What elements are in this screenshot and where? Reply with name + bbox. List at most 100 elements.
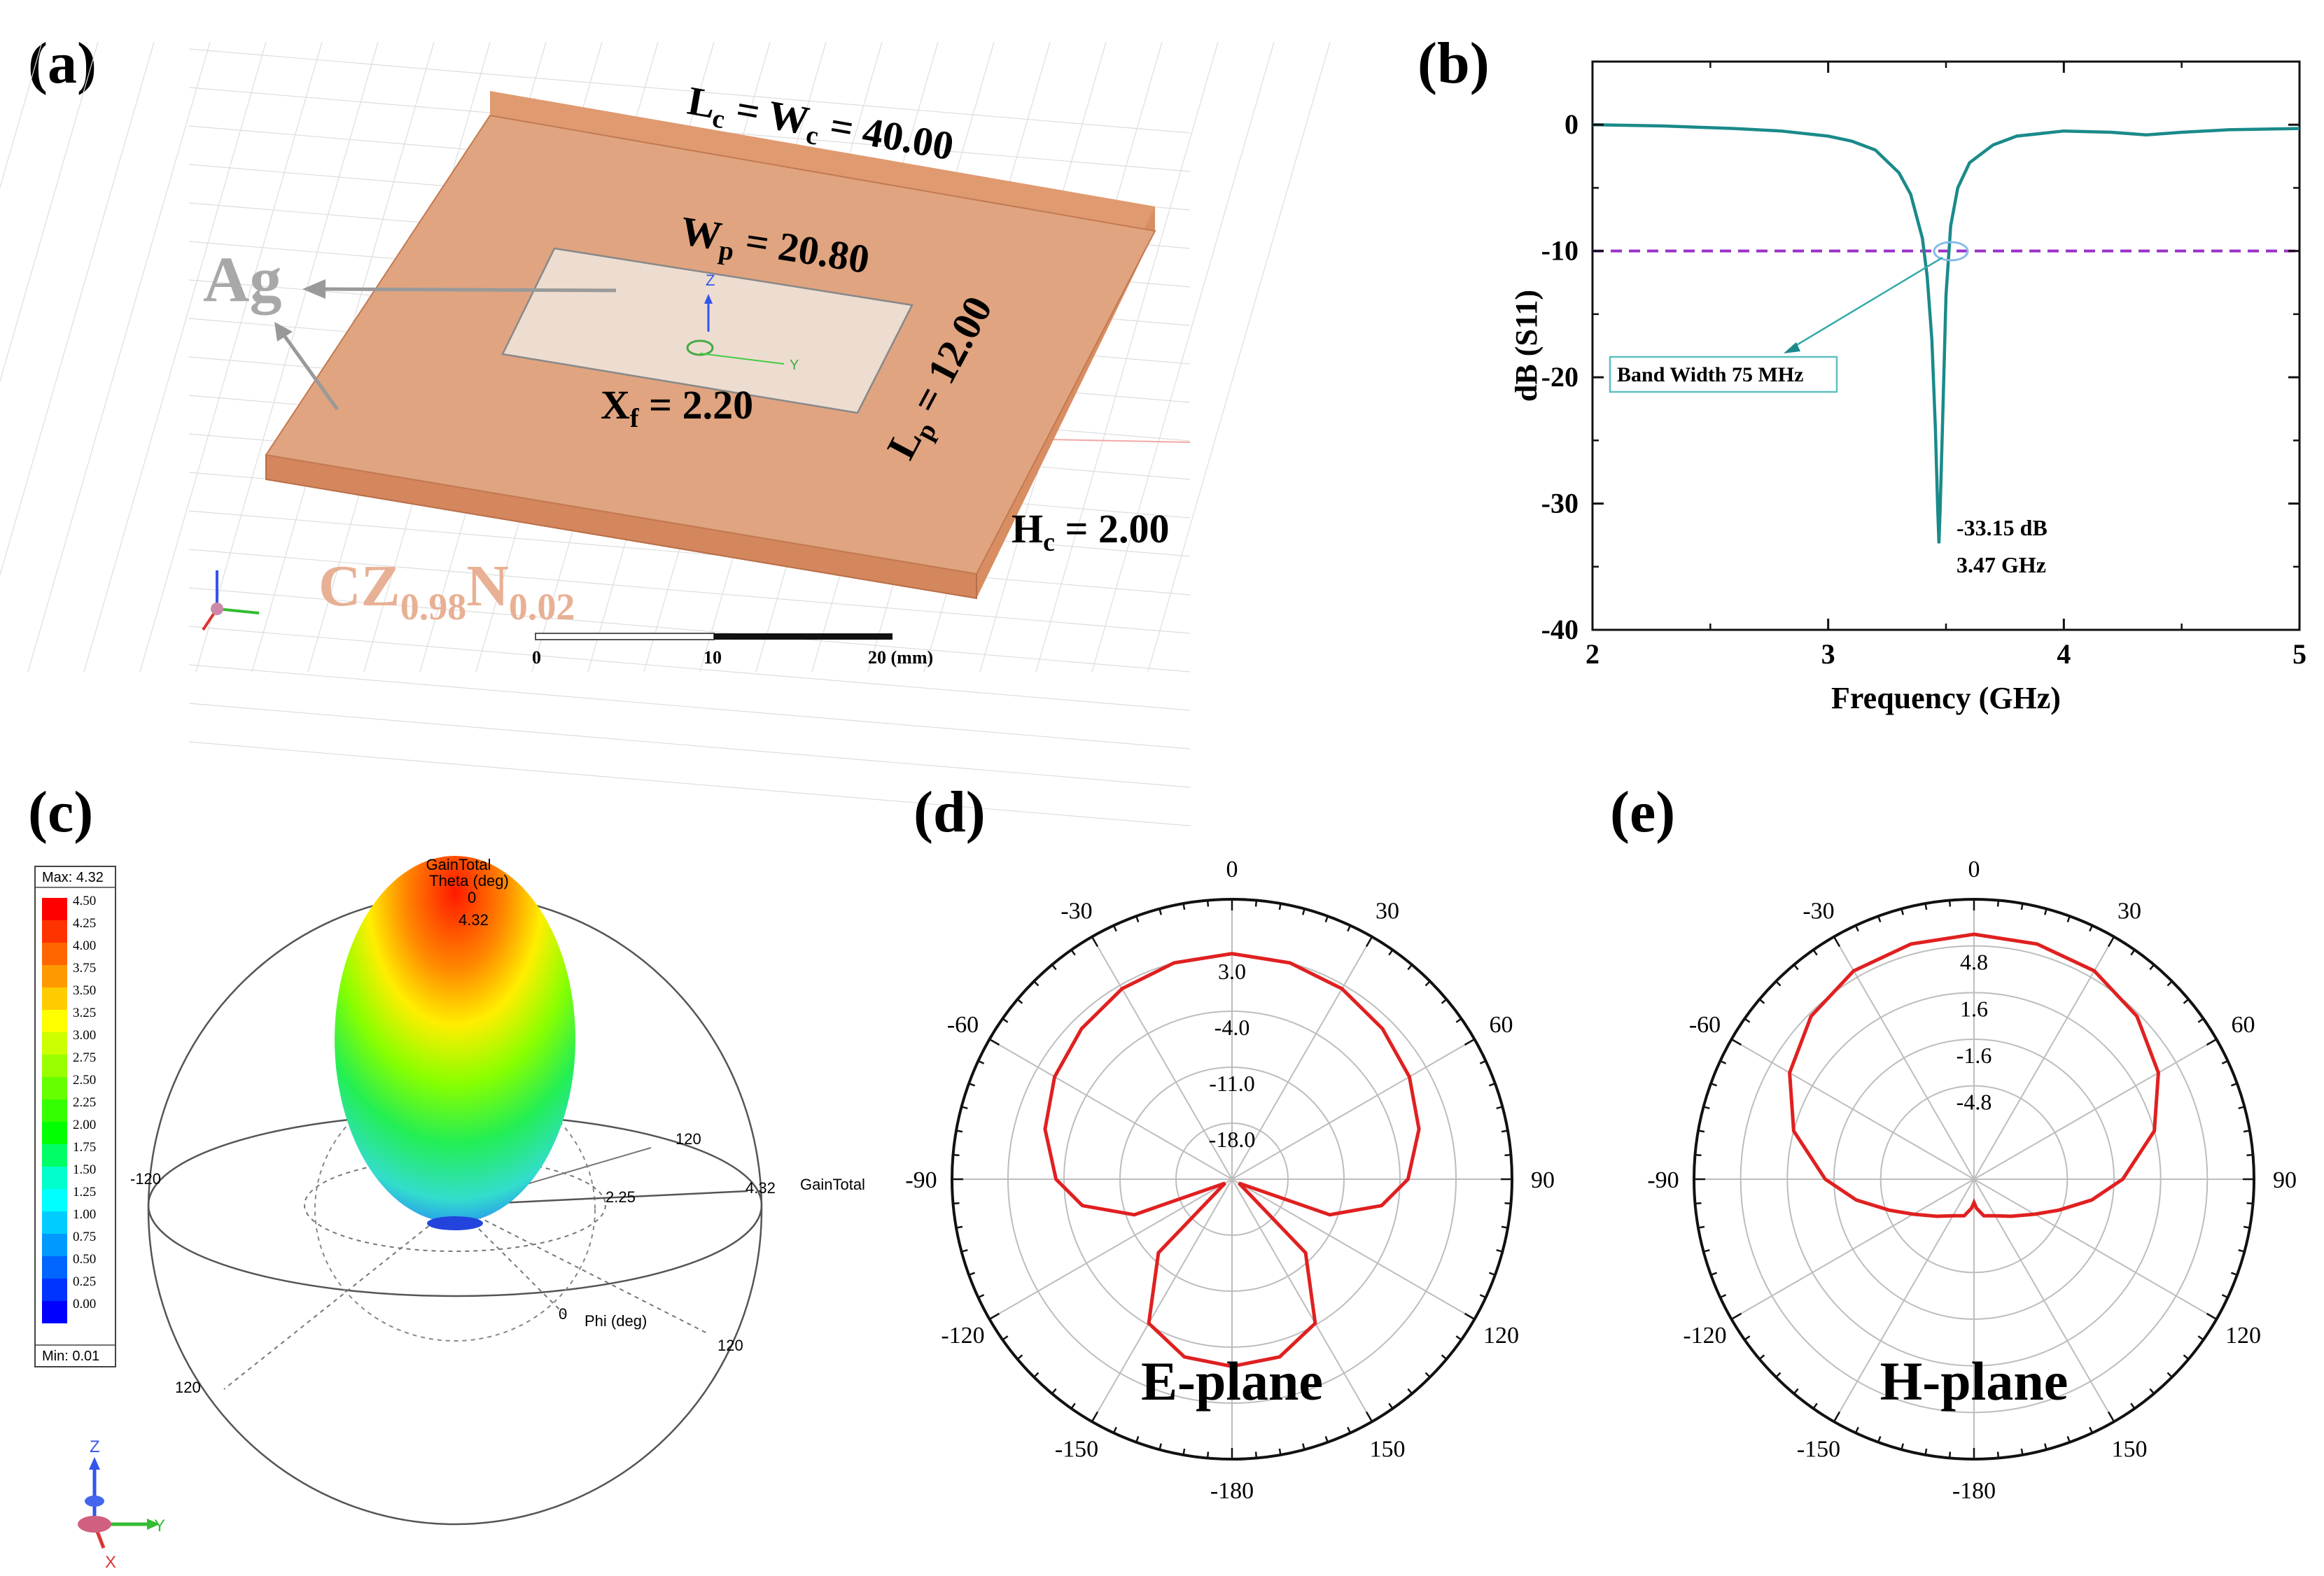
triad-y-label: Y [154, 1517, 165, 1535]
angle-spoke [989, 1179, 1233, 1320]
angle-tick [2149, 964, 2155, 971]
grid-line [188, 48, 1191, 134]
x-tick-label: 4 [2057, 638, 2071, 670]
series-s11 [1592, 122, 2300, 544]
angle-tick [2043, 908, 2047, 915]
polar-grid-d: 0 30 60 90 120 150 -180 -150 -120 -90 -60 -30 3.0 -4.… [905, 857, 1555, 1504]
angle-tick [1496, 1106, 1503, 1110]
angle-tick [1424, 1372, 1431, 1378]
legend-min: Min: 0.01 [42, 1349, 99, 1364]
phi-title: Phi (deg) [584, 1312, 647, 1330]
legend-swatch [42, 920, 67, 943]
angle-tick [1948, 900, 1952, 907]
label-hc: Hc = 2.00 [1011, 506, 1170, 557]
angle-tick [1091, 936, 1099, 948]
gain-title: GainTotal [426, 856, 491, 873]
angle-tick [2066, 1435, 2071, 1443]
legend-swatch [42, 898, 67, 920]
angle-label: 0 [1226, 857, 1238, 882]
legend-swatch [42, 1144, 67, 1167]
angle-tick [961, 1248, 968, 1253]
angle-tick [1455, 1335, 1462, 1341]
angle-tick [961, 1106, 968, 1110]
angle-tick [1135, 915, 1140, 923]
angle-tick [1016, 998, 1023, 1004]
panel-d: (d) 0 30 60 90 120 150 -180 -150 -120 -90 -60 -30 3.… [905, 780, 1555, 1504]
y-tick-label: 0 [1564, 108, 1578, 140]
grid-line [27, 41, 211, 673]
angle-tick [1496, 1248, 1503, 1253]
angle-tick [1016, 1354, 1023, 1360]
y-tick-label: -30 [1541, 488, 1578, 519]
angle-tick [2238, 1106, 2245, 1110]
angle-label: -120 [941, 1323, 984, 1349]
legend-swatch [42, 1010, 67, 1032]
legend-swatch [42, 1167, 67, 1189]
angle-tick [2089, 924, 2094, 932]
legend-swatch [42, 965, 67, 987]
angle-tick [1051, 964, 1057, 971]
angle-tick [1924, 903, 1928, 910]
angle-tick [1501, 1225, 1508, 1229]
panel-b-label: (b) [1418, 31, 1490, 96]
legend-tick-label: 3.50 [73, 983, 96, 998]
radial-label: -18.0 [1209, 1127, 1256, 1152]
angle-tick [1424, 980, 1431, 987]
legend-swatch [42, 1211, 67, 1234]
angle-label: 0 [1968, 857, 1980, 882]
angle-spoke [1973, 1179, 2115, 1422]
grid-line [188, 741, 1191, 826]
grid-line [1091, 41, 1275, 673]
angle-tick [1002, 1018, 1009, 1023]
legend-swatch [42, 1279, 67, 1301]
legend-tick-label: 1.50 [73, 1162, 96, 1177]
legend-tick-label: 3.25 [73, 1006, 96, 1020]
triad-x-label: X [105, 1553, 116, 1572]
legend-tick-label: 4.50 [73, 894, 96, 908]
legend-tick-label: 2.50 [73, 1073, 96, 1088]
angle-spoke [1231, 1039, 1475, 1180]
angle-tick [1158, 908, 1163, 915]
angle-tick [2238, 1248, 2245, 1253]
angle-tick [1488, 1083, 1496, 1087]
angle-label: -60 [947, 1012, 979, 1038]
angle-tick [1758, 1354, 1765, 1360]
angle-tick [1347, 924, 1352, 932]
angle-label: 60 [1490, 1012, 1513, 1038]
legend-tick-label: 0.50 [73, 1252, 96, 1267]
angle-tick [2020, 903, 2024, 910]
angle-tick [1900, 908, 1905, 915]
right-gain-name: GainTotal [800, 1176, 865, 1193]
angle-tick [1488, 1272, 1496, 1276]
angle-tick [1278, 903, 1282, 910]
angle-tick [1719, 1060, 1727, 1064]
legend-swatch [42, 1189, 67, 1211]
angle-tick [2246, 1202, 2253, 1205]
angle-tick [1365, 1411, 1373, 1423]
angle-tick [1744, 1018, 1751, 1023]
legend-max: Max: 4.32 [42, 870, 104, 885]
legend-swatch [42, 987, 67, 1010]
angle-tick [2107, 1411, 2115, 1423]
y-tick-label: -10 [1541, 235, 1578, 267]
angle-tick [1324, 915, 1329, 923]
angle-tick [2206, 1312, 2218, 1321]
y-tick-label: -40 [1541, 614, 1578, 645]
legend-tick-label: 2.75 [73, 1050, 96, 1065]
angle-label: 120 [1483, 1323, 1519, 1349]
angle-label: 30 [2118, 898, 2141, 924]
angle-tick [2243, 1225, 2250, 1229]
lobe-bottom [427, 1216, 483, 1230]
grid-line [188, 626, 1191, 711]
mid-gain: 2.25 [606, 1188, 636, 1206]
angle-tick [1730, 1312, 1742, 1321]
x-tick-label: 5 [2292, 638, 2306, 670]
radial-label: -1.6 [1956, 1043, 1992, 1068]
angle-label: 90 [1531, 1167, 1555, 1193]
angle-tick [2166, 1372, 2173, 1378]
angle-tick [968, 1083, 976, 1087]
grid-line [188, 587, 1191, 673]
legend-swatch [42, 1122, 67, 1144]
series-e-plane [1043, 952, 1421, 1368]
angle-tick [955, 1130, 963, 1133]
